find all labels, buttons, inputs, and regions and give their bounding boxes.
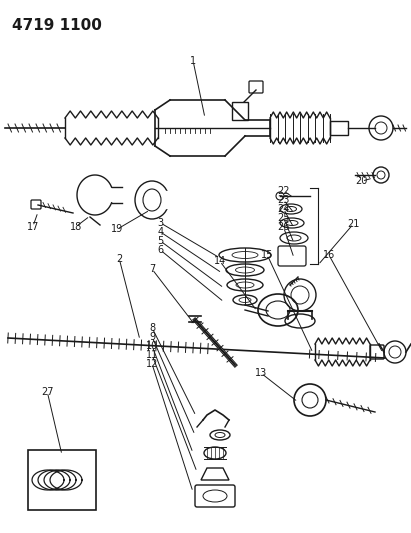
Text: 4719 1100: 4719 1100 <box>12 18 102 33</box>
Text: 9: 9 <box>149 332 155 342</box>
Text: 22: 22 <box>277 186 290 196</box>
Text: 11: 11 <box>146 350 158 360</box>
Text: 8: 8 <box>149 323 155 333</box>
Text: 25: 25 <box>277 213 290 223</box>
Text: 14: 14 <box>214 256 226 266</box>
Text: 20: 20 <box>356 176 368 186</box>
Text: 13: 13 <box>255 368 267 378</box>
Text: 2: 2 <box>116 254 122 263</box>
Text: 6: 6 <box>157 245 163 255</box>
Text: 21: 21 <box>347 219 360 229</box>
Text: 12: 12 <box>146 359 158 369</box>
Text: 23: 23 <box>277 195 290 205</box>
Text: 26: 26 <box>277 222 290 232</box>
Bar <box>330 121 348 135</box>
Text: 24: 24 <box>277 204 290 214</box>
Text: 18: 18 <box>70 222 82 231</box>
Text: 7: 7 <box>149 264 155 274</box>
Text: 1: 1 <box>190 56 196 66</box>
Text: 27: 27 <box>41 387 53 397</box>
Text: 17: 17 <box>27 222 39 231</box>
Text: 15: 15 <box>261 250 273 260</box>
Text: 16: 16 <box>323 250 335 260</box>
Text: 3: 3 <box>157 218 163 228</box>
Bar <box>232 102 248 120</box>
Text: 19: 19 <box>111 224 123 234</box>
Text: 5: 5 <box>157 236 164 246</box>
Text: 4: 4 <box>157 227 163 237</box>
Text: 10: 10 <box>146 341 158 351</box>
Bar <box>28 450 96 510</box>
